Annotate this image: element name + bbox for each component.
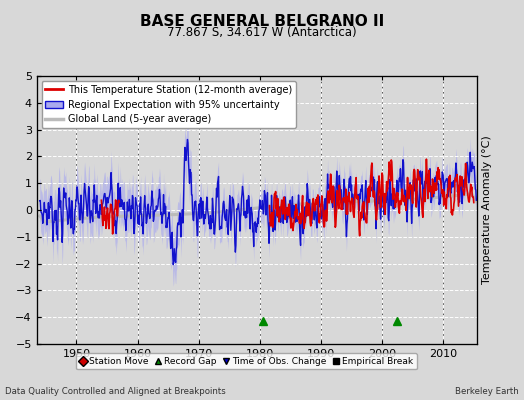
Text: Berkeley Earth: Berkeley Earth [455, 387, 519, 396]
Legend: This Temperature Station (12-month average), Regional Expectation with 95% uncer: This Temperature Station (12-month avera… [41, 81, 296, 128]
Text: BASE GENERAL BELGRANO II: BASE GENERAL BELGRANO II [140, 14, 384, 29]
Legend: Station Move, Record Gap, Time of Obs. Change, Empirical Break: Station Move, Record Gap, Time of Obs. C… [76, 353, 417, 370]
Text: 77.867 S, 34.617 W (Antarctica): 77.867 S, 34.617 W (Antarctica) [167, 26, 357, 39]
Y-axis label: Temperature Anomaly (°C): Temperature Anomaly (°C) [483, 136, 493, 284]
Text: Data Quality Controlled and Aligned at Breakpoints: Data Quality Controlled and Aligned at B… [5, 387, 226, 396]
